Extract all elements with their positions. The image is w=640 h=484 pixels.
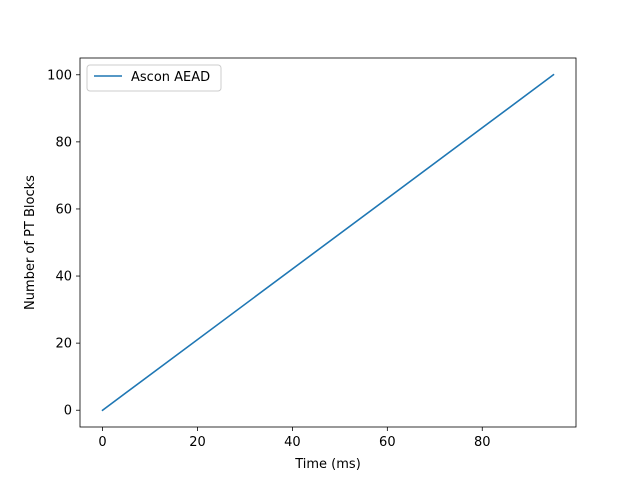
x-axis-ticks: 0 20 40 60 80 xyxy=(98,427,491,450)
y-axis-label: Number of PT Blocks xyxy=(23,175,38,310)
x-tick-label: 60 xyxy=(379,435,396,450)
y-tick-label: 100 xyxy=(47,68,72,83)
legend: Ascon AEAD xyxy=(86,64,222,92)
x-tick-label: 20 xyxy=(189,435,206,450)
series-layer xyxy=(101,73,555,412)
x-axis-label: Time (ms) xyxy=(294,457,361,472)
x-tick-label: 40 xyxy=(284,435,301,450)
y-tick-label: 20 xyxy=(55,337,72,352)
x-tick-label: 0 xyxy=(98,435,106,450)
y-tick-label: 40 xyxy=(55,270,72,285)
y-tick-label: 80 xyxy=(55,135,72,150)
legend-label-ascon-aead: Ascon AEAD xyxy=(131,70,210,85)
y-tick-label: 0 xyxy=(64,404,72,419)
series-line-ascon-aead xyxy=(101,73,555,412)
y-axis-ticks: 0 20 40 60 80 100 xyxy=(47,68,80,419)
x-tick-label: 80 xyxy=(474,435,491,450)
legend-box xyxy=(86,64,222,92)
y-tick-label: 60 xyxy=(55,202,72,217)
plot-area-frame xyxy=(79,57,577,428)
